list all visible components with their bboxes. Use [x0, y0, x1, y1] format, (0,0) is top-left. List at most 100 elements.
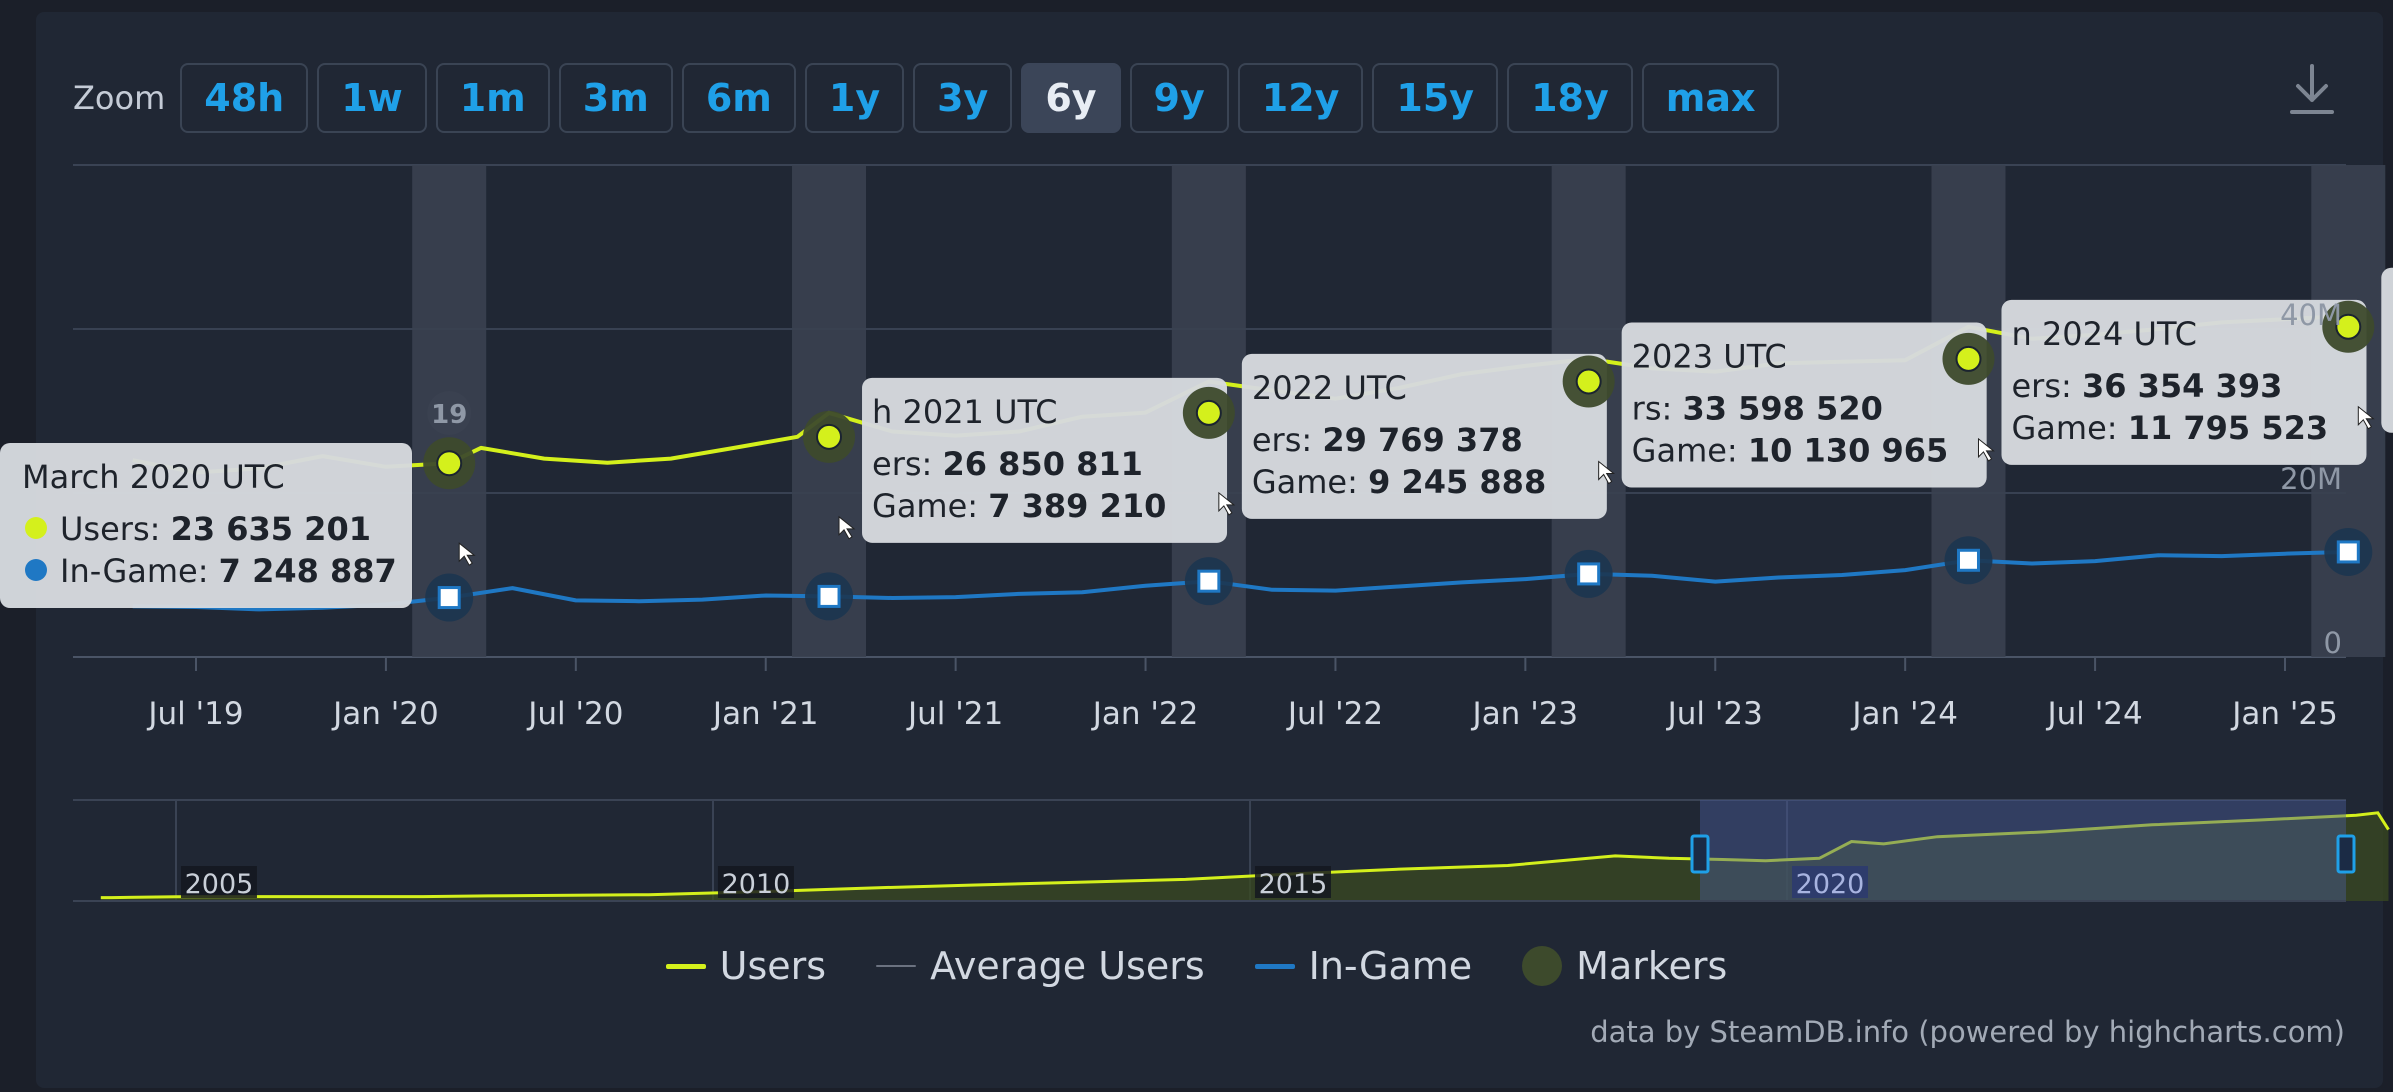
zoom-button-48h[interactable]: 48h — [180, 63, 309, 133]
tooltip: n 2024 UTC ers: 36 354 393 Game: 11 795 52… — [2001, 299, 2367, 465]
tooltip-box — [862, 377, 1228, 543]
users-marker-point[interactable] — [1955, 345, 1982, 372]
tooltip-users-row: ers: 29 769 378 — [1252, 421, 1523, 459]
x-tick-label: Jul '23 — [1666, 696, 1763, 732]
navigator-x-label: 2010 — [722, 869, 791, 900]
zoom-button-1w[interactable]: 1w — [317, 63, 427, 133]
tooltip: 2022 UTC ers: 29 769 378 Game: 9 245 888 — [1241, 353, 1607, 519]
in-game-marker-point[interactable] — [817, 584, 841, 608]
pointer-cursor-icon — [1977, 437, 1995, 462]
zoom-button-9y[interactable]: 9y — [1129, 63, 1229, 133]
navigator-line — [100, 811, 2390, 900]
users-marker-point[interactable] — [816, 423, 843, 450]
tooltip-in-game-row: Game: 11 795 523 — [2011, 409, 2328, 447]
x-tick-label: Jan '23 — [1471, 696, 1579, 732]
tooltip-users-row: ers: 36 354 393 — [2011, 367, 2282, 405]
in-game-marker-point[interactable] — [437, 586, 461, 610]
pointer-cursor-icon — [838, 515, 856, 540]
legend: Users Average Users In-Game Markers — [0, 944, 2393, 988]
pointer-cursor-icon — [1598, 460, 1616, 485]
pointer-cursor-icon — [2357, 405, 2375, 430]
x-tick-label: Jan '24 — [1850, 696, 1958, 732]
legend-swatch — [665, 963, 706, 969]
zoom-label: Zoom — [73, 79, 166, 117]
tooltip-users-dot — [25, 517, 47, 539]
tooltip: 2023 UTC rs: 33 598 520 Game: 10 130 965 — [1621, 322, 1987, 488]
credits[interactable]: data by SteamDB.info (powered by highcha… — [1590, 1015, 2345, 1049]
zoom-button-18y[interactable]: 18y — [1507, 63, 1633, 133]
zoom-button-3y[interactable]: 3y — [913, 63, 1013, 133]
tooltip-title: n 2024 UTC — [2011, 315, 2197, 353]
tooltip-in-game-row: Game: 12 812 379 — [2391, 377, 2393, 415]
x-tick-label: Jul '19 — [146, 696, 243, 732]
tooltip-title: h 2021 UTC — [872, 393, 1058, 431]
zoom-button-6m[interactable]: 6m — [681, 63, 796, 133]
tooltip-box — [0, 443, 412, 608]
navigator-handle-right[interactable] — [2336, 834, 2356, 874]
legend-label: In-Game — [1308, 944, 1473, 988]
zoom-button-6y[interactable]: 6y — [1021, 63, 1121, 133]
users-marker-point[interactable] — [1575, 368, 1602, 395]
tooltip-title: 2022 UTC — [1252, 369, 1407, 407]
legend-item-users[interactable]: Users — [665, 944, 827, 988]
tooltip-in-game-row: Game: 7 389 210 — [872, 487, 1166, 525]
x-tick-label: Jul '21 — [906, 696, 1003, 732]
tooltip: h 2021 UTC ers: 26 850 811 Game: 7 389 210 — [862, 377, 1228, 543]
users-marker-point[interactable] — [1195, 399, 1222, 426]
zoom-button-max[interactable]: max — [1641, 63, 1780, 133]
tooltip-users-row: Users: 23 635 201 — [60, 510, 371, 548]
zoom-button-1m[interactable]: 1m — [435, 63, 550, 133]
legend-item-in-game[interactable]: In-Game — [1254, 944, 1473, 988]
navigator-x-label: 2005 — [185, 869, 254, 900]
legend-item-markers[interactable]: Markers — [1522, 944, 1727, 988]
tooltip: March 2020 UTC Users: 23 635 201 In-Game: … — [0, 443, 412, 608]
x-tick-label: Jan '21 — [711, 696, 819, 732]
navigator-label-bg — [717, 866, 794, 898]
x-tick-label: Jan '25 — [2230, 696, 2338, 732]
legend-label: Markers — [1576, 944, 1728, 988]
y-tick-label: 20M — [2280, 462, 2342, 496]
users-marker-point[interactable] — [2335, 313, 2362, 340]
tooltip-box — [1241, 353, 1607, 519]
zoom-button-3m[interactable]: 3m — [558, 63, 673, 133]
navigator-label-bg — [1254, 866, 1331, 898]
x-tick-label: Jul '22 — [1286, 696, 1383, 732]
legend-label: Average Users — [930, 944, 1205, 988]
legend-swatch — [876, 965, 917, 967]
navigator-label-bg — [1792, 866, 1868, 898]
in-game-marker-point[interactable] — [1956, 548, 1980, 572]
tooltip-title: 2023 UTC — [1632, 337, 1787, 375]
zoom-bar: Zoom 48h 1w 1m 3m 6m 1y 3y 6y 9y 12y 15y 18y max — [73, 62, 1780, 134]
tooltip-box — [2001, 299, 2367, 465]
users-marker-point[interactable] — [436, 450, 463, 477]
tooltip-users-row: ers: 40 270 997 — [2391, 335, 2393, 373]
tooltip-title: March 2020 UTC — [22, 458, 285, 496]
y-tick-label: 40M — [2280, 298, 2342, 332]
navigator-label-bg — [180, 866, 257, 898]
tooltip-box — [1621, 322, 1987, 488]
in-game-marker-point[interactable] — [1577, 562, 1601, 586]
tooltip-in-game-row: In-Game: 7 248 887 — [60, 552, 397, 590]
pointer-cursor-icon — [1218, 491, 1236, 516]
tooltip-title: 2025 UTC — [2391, 283, 2393, 321]
zoom-button-1y[interactable]: 1y — [804, 63, 905, 133]
tooltip-users-row: rs: 33 598 520 — [1632, 389, 1883, 427]
legend-swatch — [1254, 963, 1295, 969]
in-game-marker-point[interactable] — [2336, 540, 2360, 564]
legend-label: Users — [719, 944, 827, 988]
tooltip-in-game-row: Game: 9 245 888 — [1252, 463, 1546, 501]
in-game-marker-point[interactable] — [1197, 569, 1221, 593]
tooltip: 2025 UTC ers: 40 270 997 Game: 12 812 379 — [2381, 267, 2393, 433]
navigator-handle-left[interactable] — [1690, 834, 1710, 874]
zoom-button-15y[interactable]: 15y — [1372, 63, 1499, 133]
zoom-button-12y[interactable]: 12y — [1237, 63, 1364, 133]
navigator-x-label: 2015 — [1259, 869, 1328, 900]
tooltip-in-game-dot — [25, 559, 47, 581]
tooltip-users-row: ers: 26 850 811 — [872, 445, 1143, 483]
download-icon[interactable] — [2288, 64, 2336, 118]
navigator-x-label: 2020 — [1796, 869, 1865, 900]
legend-item-average-users[interactable]: Average Users — [876, 944, 1205, 988]
y-tick-label: 0 — [2324, 626, 2342, 660]
x-tick-label: Jul '24 — [2045, 696, 2142, 732]
